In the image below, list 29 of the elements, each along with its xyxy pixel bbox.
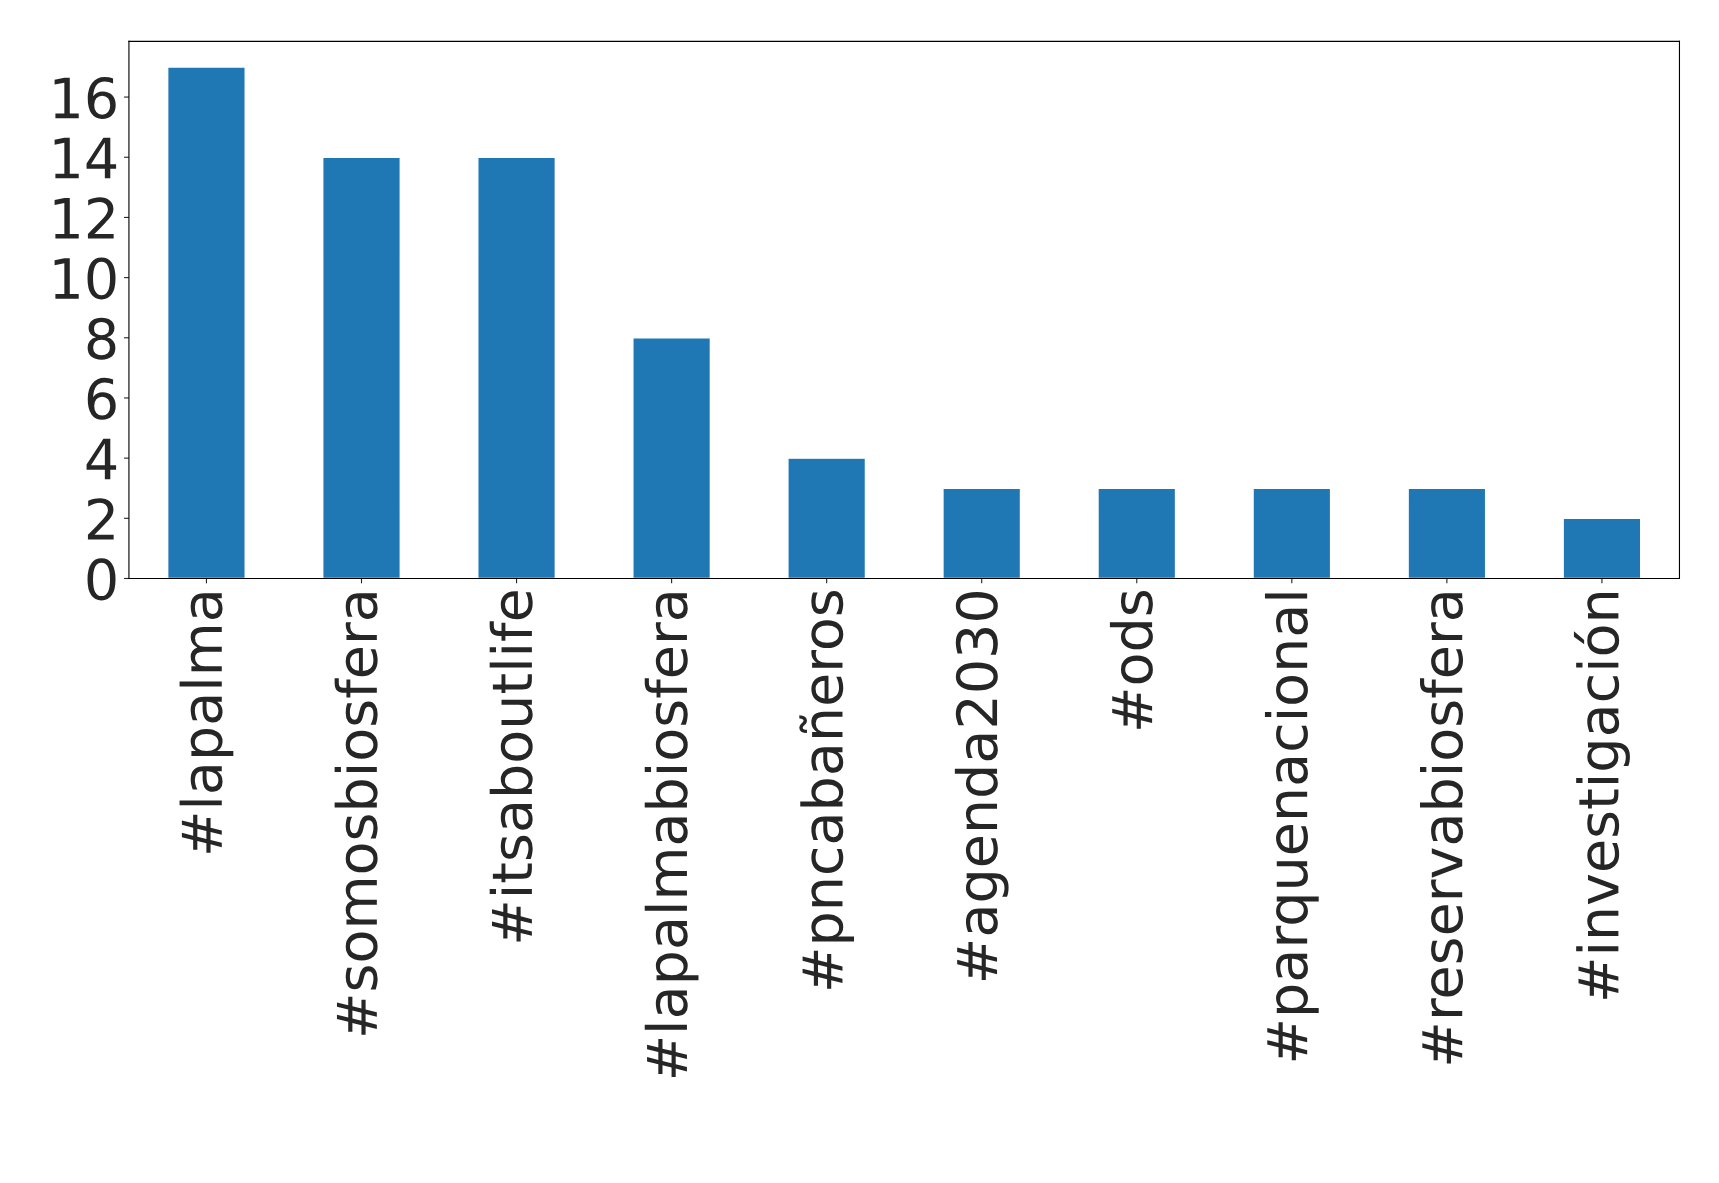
- y-tick-label: 6: [87, 377, 116, 420]
- y-tick-label: 8: [87, 317, 116, 360]
- bar: [787, 457, 867, 579]
- y-tick-label: 0: [87, 558, 116, 601]
- y-tick-label: 10: [54, 257, 116, 300]
- x-tick-label: #investigación: [1573, 592, 1630, 999]
- bar: [322, 156, 401, 579]
- x-tick-label: #lapalma: [179, 593, 234, 853]
- bar: [1562, 517, 1642, 579]
- x-tick-label: #pncabañeros: [799, 590, 855, 989]
- y-tick-label: 12: [54, 197, 114, 239]
- bar: [1097, 487, 1177, 579]
- x-tick-label: #ods: [1109, 590, 1153, 729]
- bar: [477, 156, 557, 579]
- x-tick-label: #agenda2030: [954, 591, 1009, 980]
- bar: [1252, 487, 1332, 579]
- y-tick-label: 14: [54, 137, 117, 179]
- y-tick-label: 4: [86, 438, 117, 480]
- bar: [942, 487, 1022, 579]
- y-tick-label: 2: [87, 498, 114, 540]
- bar: [166, 66, 246, 579]
- bar: [632, 337, 712, 579]
- x-tick-label: #itsaboutlife: [489, 591, 533, 942]
- x-tick-label: #parquenacional: [1264, 593, 1319, 1061]
- x-tick-label: #lapalmabiosfera: [644, 593, 699, 1078]
- x-tick-label: #reservabiosfera: [1420, 593, 1463, 1064]
- bar: [1407, 487, 1487, 579]
- x-tick-label: #somosbiosfera: [334, 593, 378, 1035]
- y-tick-label: 16: [54, 76, 116, 119]
